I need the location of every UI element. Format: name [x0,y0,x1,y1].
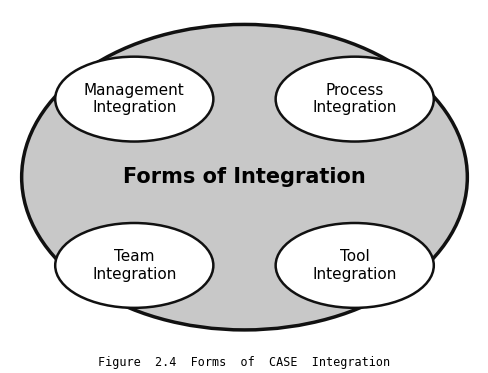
Text: Forms of Integration: Forms of Integration [123,167,365,187]
Ellipse shape [275,57,433,141]
Ellipse shape [275,223,433,308]
Ellipse shape [55,57,213,141]
Text: Process
Integration: Process Integration [312,83,396,115]
Text: Figure  2.4  Forms  of  CASE  Integration: Figure 2.4 Forms of CASE Integration [98,356,390,369]
Ellipse shape [21,24,467,330]
Text: Management
Integration: Management Integration [84,83,184,115]
Text: Team
Integration: Team Integration [92,249,176,282]
Ellipse shape [55,223,213,308]
Text: Tool
Integration: Tool Integration [312,249,396,282]
